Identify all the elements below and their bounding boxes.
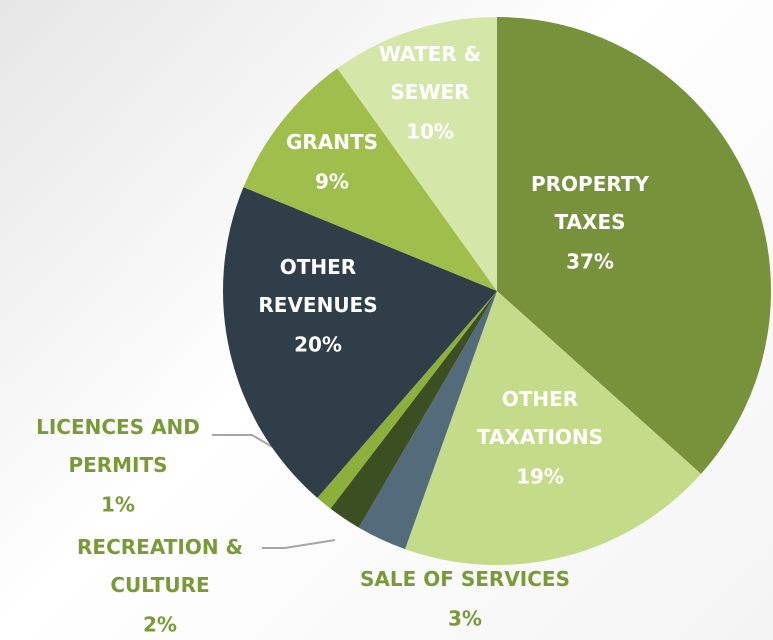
- slice-value-label: 19%: [516, 465, 564, 489]
- slice-label: GRANTS: [286, 130, 378, 154]
- leader-line: [262, 539, 336, 549]
- slice-value-label: 10%: [406, 120, 454, 144]
- pie-slice: [243, 68, 497, 292]
- slice-value-label: 9%: [315, 170, 349, 194]
- pie-slice: [337, 17, 497, 291]
- slice-value-label: 20%: [294, 333, 342, 357]
- pie-slice: [497, 17, 771, 474]
- slice-label: OTHER TAXATIONS: [477, 387, 603, 449]
- slice-label: LICENCES AND PERMITS: [36, 415, 200, 477]
- slice-value-label: 37%: [566, 250, 614, 274]
- pie-slice: [358, 291, 497, 550]
- slice-label: OTHER REVENUES: [258, 255, 377, 317]
- pie-slice: [405, 291, 702, 565]
- slice-label: SALE OF SERVICES: [360, 567, 570, 591]
- slice-label: WATER & SEWER: [379, 42, 481, 104]
- slice-label: RECREATION & CULTURE: [77, 535, 243, 597]
- pie-slice: [223, 187, 497, 498]
- slice-label: PROPERTY TAXES: [531, 172, 650, 234]
- slice-value-label: 3%: [448, 607, 482, 631]
- slice-value-label: 2%: [143, 613, 177, 637]
- slice-value-label: 1%: [101, 493, 135, 517]
- pie-slice: [317, 291, 497, 509]
- pie-slice: [330, 291, 497, 528]
